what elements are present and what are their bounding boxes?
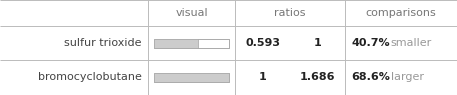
Text: ratios: ratios — [274, 8, 306, 18]
Text: 1.686: 1.686 — [300, 72, 335, 82]
Text: smaller: smaller — [391, 38, 432, 48]
Bar — [154, 73, 229, 82]
Text: 68.6%: 68.6% — [351, 72, 390, 82]
Text: comparisons: comparisons — [366, 8, 436, 18]
Text: 40.7%: 40.7% — [351, 38, 390, 48]
Text: bromocyclobutane: bromocyclobutane — [38, 72, 142, 82]
Bar — [154, 38, 229, 48]
Text: 0.593: 0.593 — [245, 38, 280, 48]
Text: 1: 1 — [259, 72, 266, 82]
Text: 1: 1 — [314, 38, 321, 48]
Bar — [154, 73, 229, 82]
Text: visual: visual — [175, 8, 208, 18]
Text: larger: larger — [391, 72, 424, 82]
Bar — [154, 38, 198, 48]
Text: sulfur trioxide: sulfur trioxide — [64, 38, 142, 48]
Bar — [154, 38, 229, 48]
Bar — [154, 73, 229, 82]
